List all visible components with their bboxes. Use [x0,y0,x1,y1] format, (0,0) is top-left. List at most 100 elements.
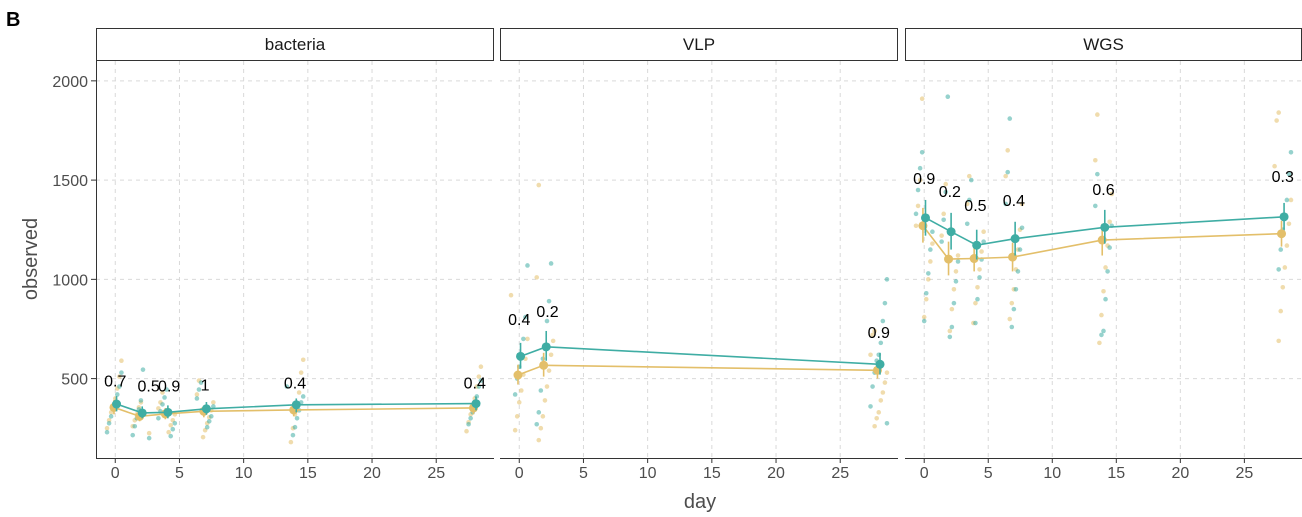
raw-point-series1 [206,418,212,424]
raw-point-series2 [525,336,530,342]
facet-strip-label: bacteria [265,35,326,54]
raw-point-series1 [300,394,306,399]
raw-point-series2 [1280,284,1286,290]
raw-point-series1 [949,324,955,330]
series1-mean-point [291,400,301,410]
series1-line [925,216,1285,247]
raw-point-series2 [1288,197,1294,203]
figure-tag: B [6,9,20,31]
raw-point-series1 [466,421,471,427]
raw-point-series1 [1276,267,1281,272]
raw-point-series1 [1107,245,1112,250]
raw-point-series1 [973,320,978,326]
raw-point-series2 [544,384,550,389]
raw-point-series1 [953,279,959,284]
raw-point-series2 [288,439,294,445]
raw-point-series2 [1097,340,1102,346]
raw-point-series1 [196,387,202,392]
raw-point-series1 [939,239,944,244]
raw-point-series1 [964,221,970,227]
raw-point-series2 [878,398,884,403]
raw-point-series1 [966,197,972,203]
raw-point-series2 [882,380,888,385]
p-value-label: 0.3 [1272,169,1294,186]
series1-mean-point [541,342,551,352]
raw-point-series2 [1103,265,1108,270]
raw-point-series1 [884,277,890,282]
x-tick-label: 0 [515,465,524,482]
series1-mean-point [112,399,122,409]
x-tick-label: 0 [920,465,929,482]
raw-point-series2 [1284,243,1290,248]
raw-point-series1 [868,404,873,409]
raw-point-series1 [290,432,296,438]
y-tick-label: 500 [61,372,88,389]
x-tick-label: 25 [1235,465,1253,482]
raw-point-series1 [198,380,204,385]
x-tick-label: 25 [831,465,849,482]
raw-point-series2 [508,292,514,298]
x-tick-label: 15 [299,465,317,482]
p-value-label: 0.2 [939,184,961,201]
raw-point-series1 [926,271,931,276]
raw-point-series2 [872,328,877,334]
raw-point-series2 [868,352,873,358]
y-tick-label: 1000 [52,272,88,289]
series2-line [922,225,1282,260]
raw-point-series2 [550,338,556,344]
raw-point-series1 [955,259,961,264]
series2-mean-point [1277,229,1287,239]
raw-point-series1 [1007,116,1013,121]
p-value-label: 0.9 [868,325,890,342]
raw-point-series2 [872,423,877,429]
raw-point-series2 [941,211,946,217]
raw-point-series2 [966,173,972,179]
x-tick-label: 5 [175,465,184,482]
series2-line [517,364,878,376]
raw-point-series2 [514,414,520,419]
y-axis-title: observed [20,218,42,300]
raw-point-series1 [947,334,953,340]
raw-point-series1 [525,263,530,268]
raw-point-series1 [969,177,974,183]
raw-point-series2 [146,430,152,436]
p-value-label: 0.4 [464,376,486,393]
raw-point-series2 [880,390,886,395]
raw-point-series1 [156,416,161,421]
raw-point-series2 [1019,201,1025,207]
raw-point-series2 [119,358,124,364]
raw-point-series2 [955,253,961,258]
series2-mean-point [539,360,549,370]
raw-point-series1 [204,424,210,430]
y-tick-label: 2000 [52,74,88,91]
p-value-label: 0.9 [913,171,935,188]
raw-point-series2 [928,259,933,264]
raw-point-series1 [975,296,980,302]
raw-point-series1 [284,384,290,389]
raw-point-series2 [1274,118,1279,123]
raw-point-series1 [923,290,929,296]
raw-point-series2 [538,425,544,431]
raw-point-series2 [975,284,980,290]
raw-point-series1 [536,410,542,415]
raw-point-series2 [917,177,923,183]
raw-point-series2 [300,357,306,363]
raw-point-series1 [1017,247,1023,252]
series2-mean-point [513,370,523,380]
raw-point-series2 [915,203,921,209]
raw-point-series2 [919,96,925,102]
facet-strip-label: VLP [683,35,715,54]
raw-point-series2 [1107,219,1112,225]
raw-point-series2 [1276,338,1281,344]
raw-point-series1 [548,261,554,266]
x-tick-label: 10 [235,465,253,482]
x-tick-label: 0 [111,465,120,482]
raw-point-series1 [1019,225,1025,231]
raw-point-series1 [880,318,886,324]
raw-point-series1 [1286,171,1292,177]
raw-point-series2 [973,300,978,306]
raw-point-series1 [546,298,552,304]
raw-point-series1 [172,420,178,426]
x-tick-label: 25 [427,465,445,482]
